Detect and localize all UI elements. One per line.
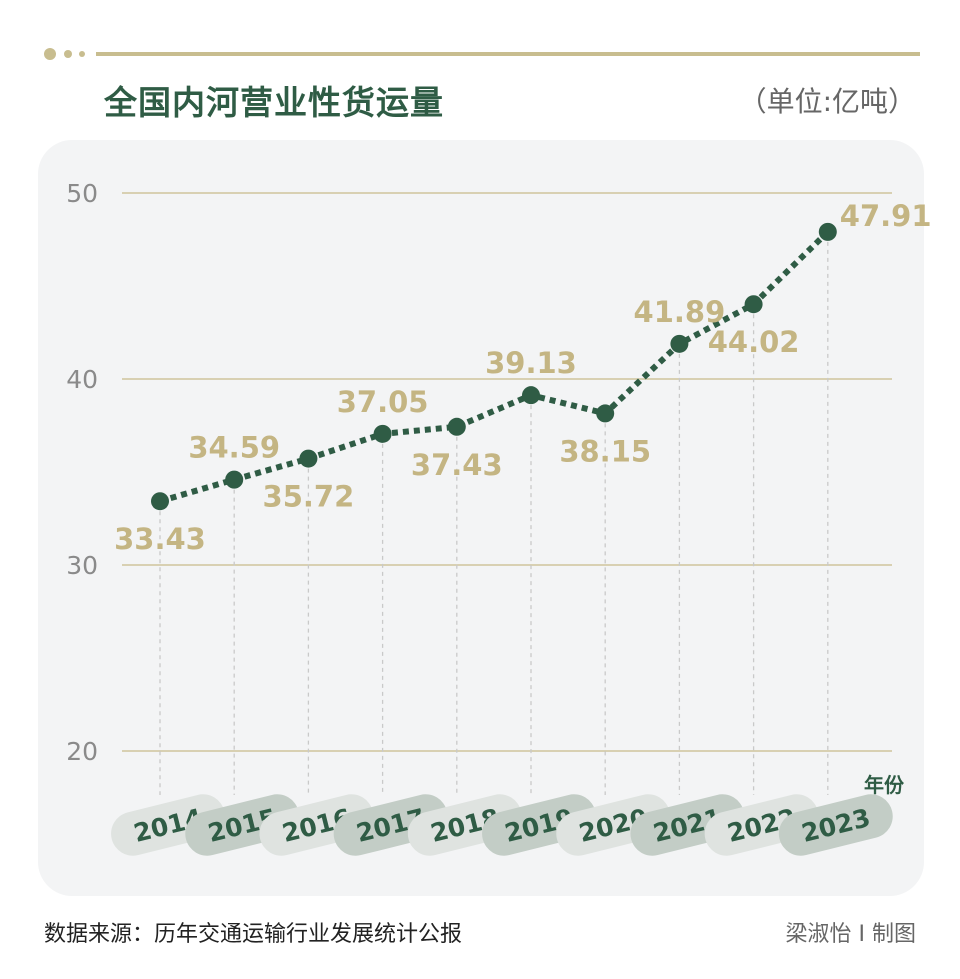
data-point xyxy=(447,417,466,436)
top-decoration xyxy=(44,46,920,62)
series-line xyxy=(159,229,830,505)
data-label: 33.43 xyxy=(114,522,206,556)
data-label: 38.15 xyxy=(559,434,651,468)
x-tick: 2023 xyxy=(778,794,893,856)
y-tick-label: 30 xyxy=(66,551,98,580)
data-label: 47.91 xyxy=(840,199,932,233)
y-tick-label: 20 xyxy=(66,737,98,766)
data-point xyxy=(373,424,392,443)
data-label: 39.13 xyxy=(485,346,577,380)
decor-dot xyxy=(44,48,56,60)
data-label: 37.43 xyxy=(411,448,503,482)
x-tick-pill xyxy=(778,794,893,856)
decor-dot xyxy=(79,51,85,57)
data-point xyxy=(151,492,169,511)
y-tick-label: 40 xyxy=(66,365,98,394)
data-label: 37.05 xyxy=(337,385,429,419)
data-label: 35.72 xyxy=(263,480,355,514)
data-label: 34.59 xyxy=(188,431,280,465)
chart-title: 全国内河营业性货运量 xyxy=(104,83,444,122)
data-point xyxy=(818,222,837,241)
y-tick-label: 50 xyxy=(66,179,98,208)
data-point xyxy=(596,404,615,423)
data-point xyxy=(522,386,540,405)
credit-note: 梁淑怡 I 制图 xyxy=(785,922,916,947)
decor-dot xyxy=(64,50,72,58)
data-point xyxy=(299,449,318,468)
data-point xyxy=(744,295,763,314)
decor-line xyxy=(96,52,920,56)
chart-panel xyxy=(38,140,924,896)
source-note: 数据来源：历年交通运输行业发展统计公报 xyxy=(44,922,463,947)
data-label: 41.89 xyxy=(634,295,726,329)
unit-label: （单位:亿吨） xyxy=(738,85,916,118)
x-axis-title: 年份 xyxy=(864,773,905,797)
data-point xyxy=(225,470,244,489)
data-label: 44.02 xyxy=(708,325,800,359)
data-point xyxy=(670,334,689,353)
